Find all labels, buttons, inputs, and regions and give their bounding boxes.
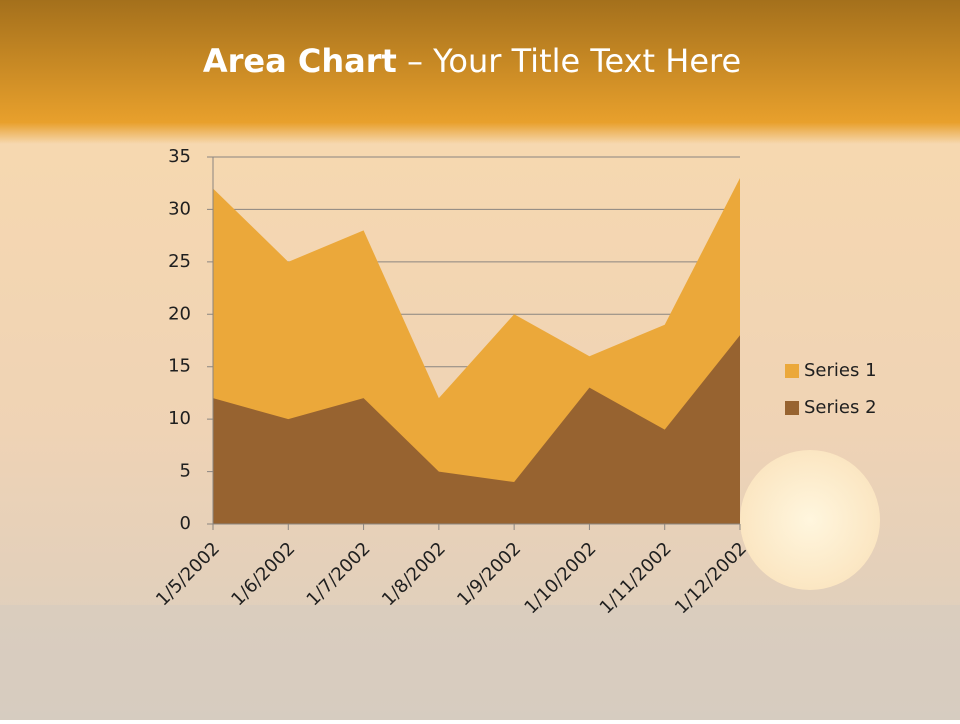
legend-swatch: [785, 364, 799, 378]
y-tick-label: 35: [168, 146, 191, 167]
y-tick-label: 15: [168, 356, 191, 377]
legend-label: Series 1: [804, 360, 877, 381]
y-tick-label: 0: [180, 513, 191, 534]
legend-swatch: [785, 401, 799, 415]
y-tick-label: 10: [168, 408, 191, 429]
sun: [740, 450, 880, 590]
chart-title: Area Chart – Your Title Text Here: [203, 42, 741, 80]
y-tick-label: 5: [180, 461, 191, 482]
y-tick-label: 30: [168, 198, 191, 219]
title-rest: – Your Title Text Here: [407, 42, 741, 80]
y-tick-label: 25: [168, 251, 191, 272]
title-bold: Area Chart: [203, 42, 397, 80]
legend-label: Series 2: [804, 397, 877, 418]
area: [213, 335, 740, 524]
sea: [0, 605, 960, 720]
y-tick-label: 20: [168, 303, 191, 324]
